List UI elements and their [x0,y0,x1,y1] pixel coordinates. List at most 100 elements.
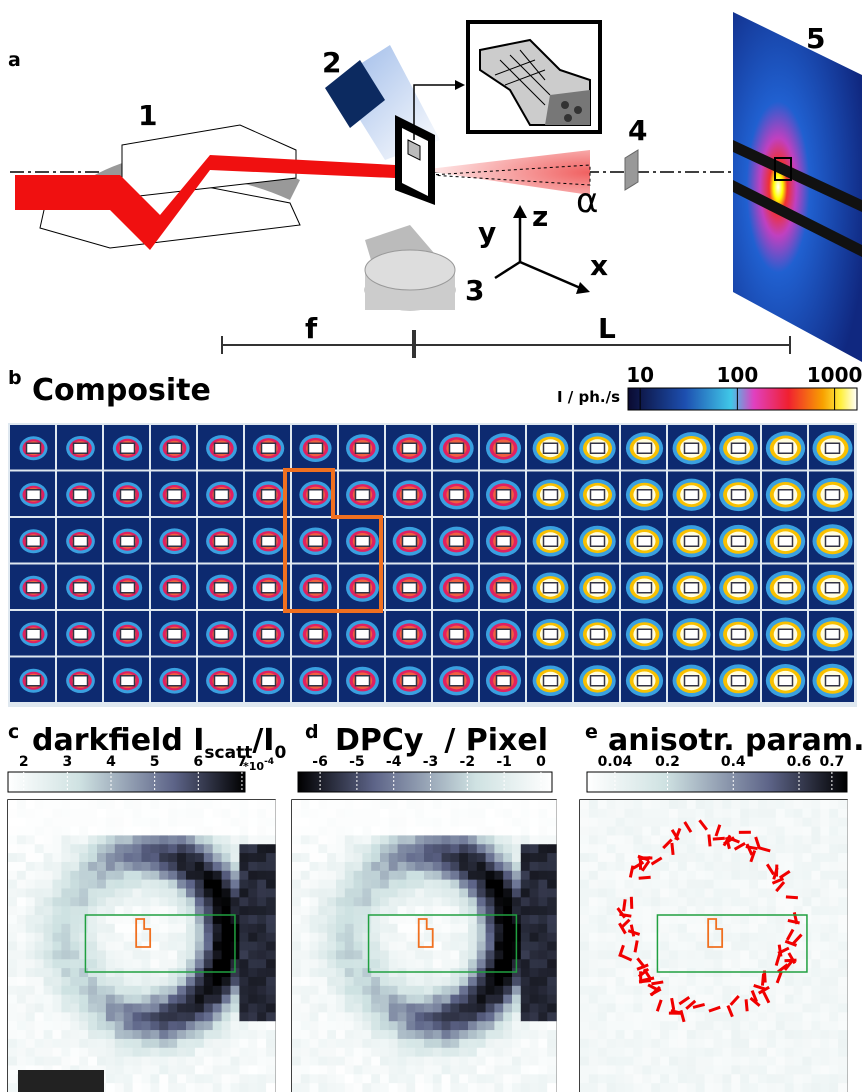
map-pixel [8,879,18,889]
map-pixel [660,1021,670,1031]
map-pixel [88,853,98,863]
map-pixel [758,1021,768,1031]
map-pixel [257,906,267,916]
map-pixel [186,959,196,969]
map-pixel [79,923,89,934]
map-pixel [406,932,416,943]
map-pixel [669,1056,679,1066]
map-pixel [406,941,416,951]
map-pixel [168,1047,178,1058]
map-pixel [766,941,777,951]
map-pixel [468,897,478,907]
map-pixel [633,1021,643,1031]
map-pixel [221,985,231,996]
map-pixel [388,923,399,934]
map-pixel [309,994,319,1005]
map-pixel [660,1083,670,1092]
map-pixel [784,808,795,819]
map-pixel [61,897,71,907]
map-pixel [624,1047,634,1058]
map-pixel [186,1074,196,1084]
map-pixel [230,826,240,836]
map-pixel [97,853,107,863]
map-pixel [450,994,460,1005]
tile-beamstop [119,675,136,687]
map-pixel [25,968,36,978]
map-pixel [221,808,231,819]
map-pixel [88,835,98,845]
map-pixel [16,897,27,907]
map-pixel [362,879,372,889]
map-pixel [669,888,679,898]
map-pixel [79,897,89,907]
map-pixel [141,1083,151,1092]
map-pixel [344,817,355,828]
map-pixel [34,915,45,925]
map-pixel [597,915,608,925]
map-pixel [16,1047,27,1058]
map-pixel [159,1003,169,1013]
map-pixel [203,985,214,996]
map-pixel [529,808,539,819]
map-pixel [740,906,750,916]
map-pixel [25,1021,36,1031]
map-pixel [424,1083,434,1092]
map-pixel [588,808,599,819]
map-pixel [485,1003,495,1013]
map-pixel [749,1021,759,1031]
map-pixel [740,1038,750,1049]
map-pixel [677,861,688,872]
map-pixel [61,915,71,925]
map-pixel [597,817,608,828]
map-pixel [300,941,311,951]
map-pixel [758,879,768,889]
map-pixel [25,985,36,996]
map-pixel [740,985,750,996]
map-pixel [424,1030,434,1040]
map-pixel [677,1003,688,1013]
map-pixel [677,1021,688,1031]
map-pixel [468,959,478,969]
map-pixel [704,932,714,943]
map-pixel [16,915,27,925]
map-pixel [695,1038,706,1049]
map-pixel [766,879,777,889]
map-pixel [512,968,522,978]
map-pixel [731,853,741,863]
tile-beamstop [25,535,42,547]
map-pixel [309,941,319,951]
map-pixel [318,959,328,969]
map-pixel [212,1065,223,1075]
map-pixel [580,976,590,987]
map-pixel [529,861,539,872]
map-pixel [336,853,346,863]
map-pixel [606,968,617,978]
map-pixel [150,915,160,925]
map-pixel [468,853,478,863]
map-pixel [230,888,240,898]
map-pixel [775,923,786,934]
map-pixel [432,1030,443,1040]
map-pixel [318,941,328,951]
map-pixel [713,959,723,969]
map-pixel [476,932,487,943]
map-pixel [669,1012,679,1022]
map-pixel [802,1038,812,1049]
map-pixel [221,923,231,934]
map-pixel [309,844,319,854]
map-pixel [371,968,381,978]
map-pixel [168,879,178,889]
map-pixel [520,932,531,943]
map-pixel [580,923,590,934]
map-pixel [838,932,848,943]
map-pixel [397,800,407,810]
map-pixel [25,959,36,969]
map-pixel [97,1030,107,1040]
map-pixel [203,826,214,836]
map-pixel [327,1047,337,1058]
map-pixel [580,897,590,907]
map-pixel [123,1038,134,1049]
colorbar-tick-label: 2 [19,754,29,770]
map-pixel [16,932,27,943]
map-pixel [239,826,249,836]
